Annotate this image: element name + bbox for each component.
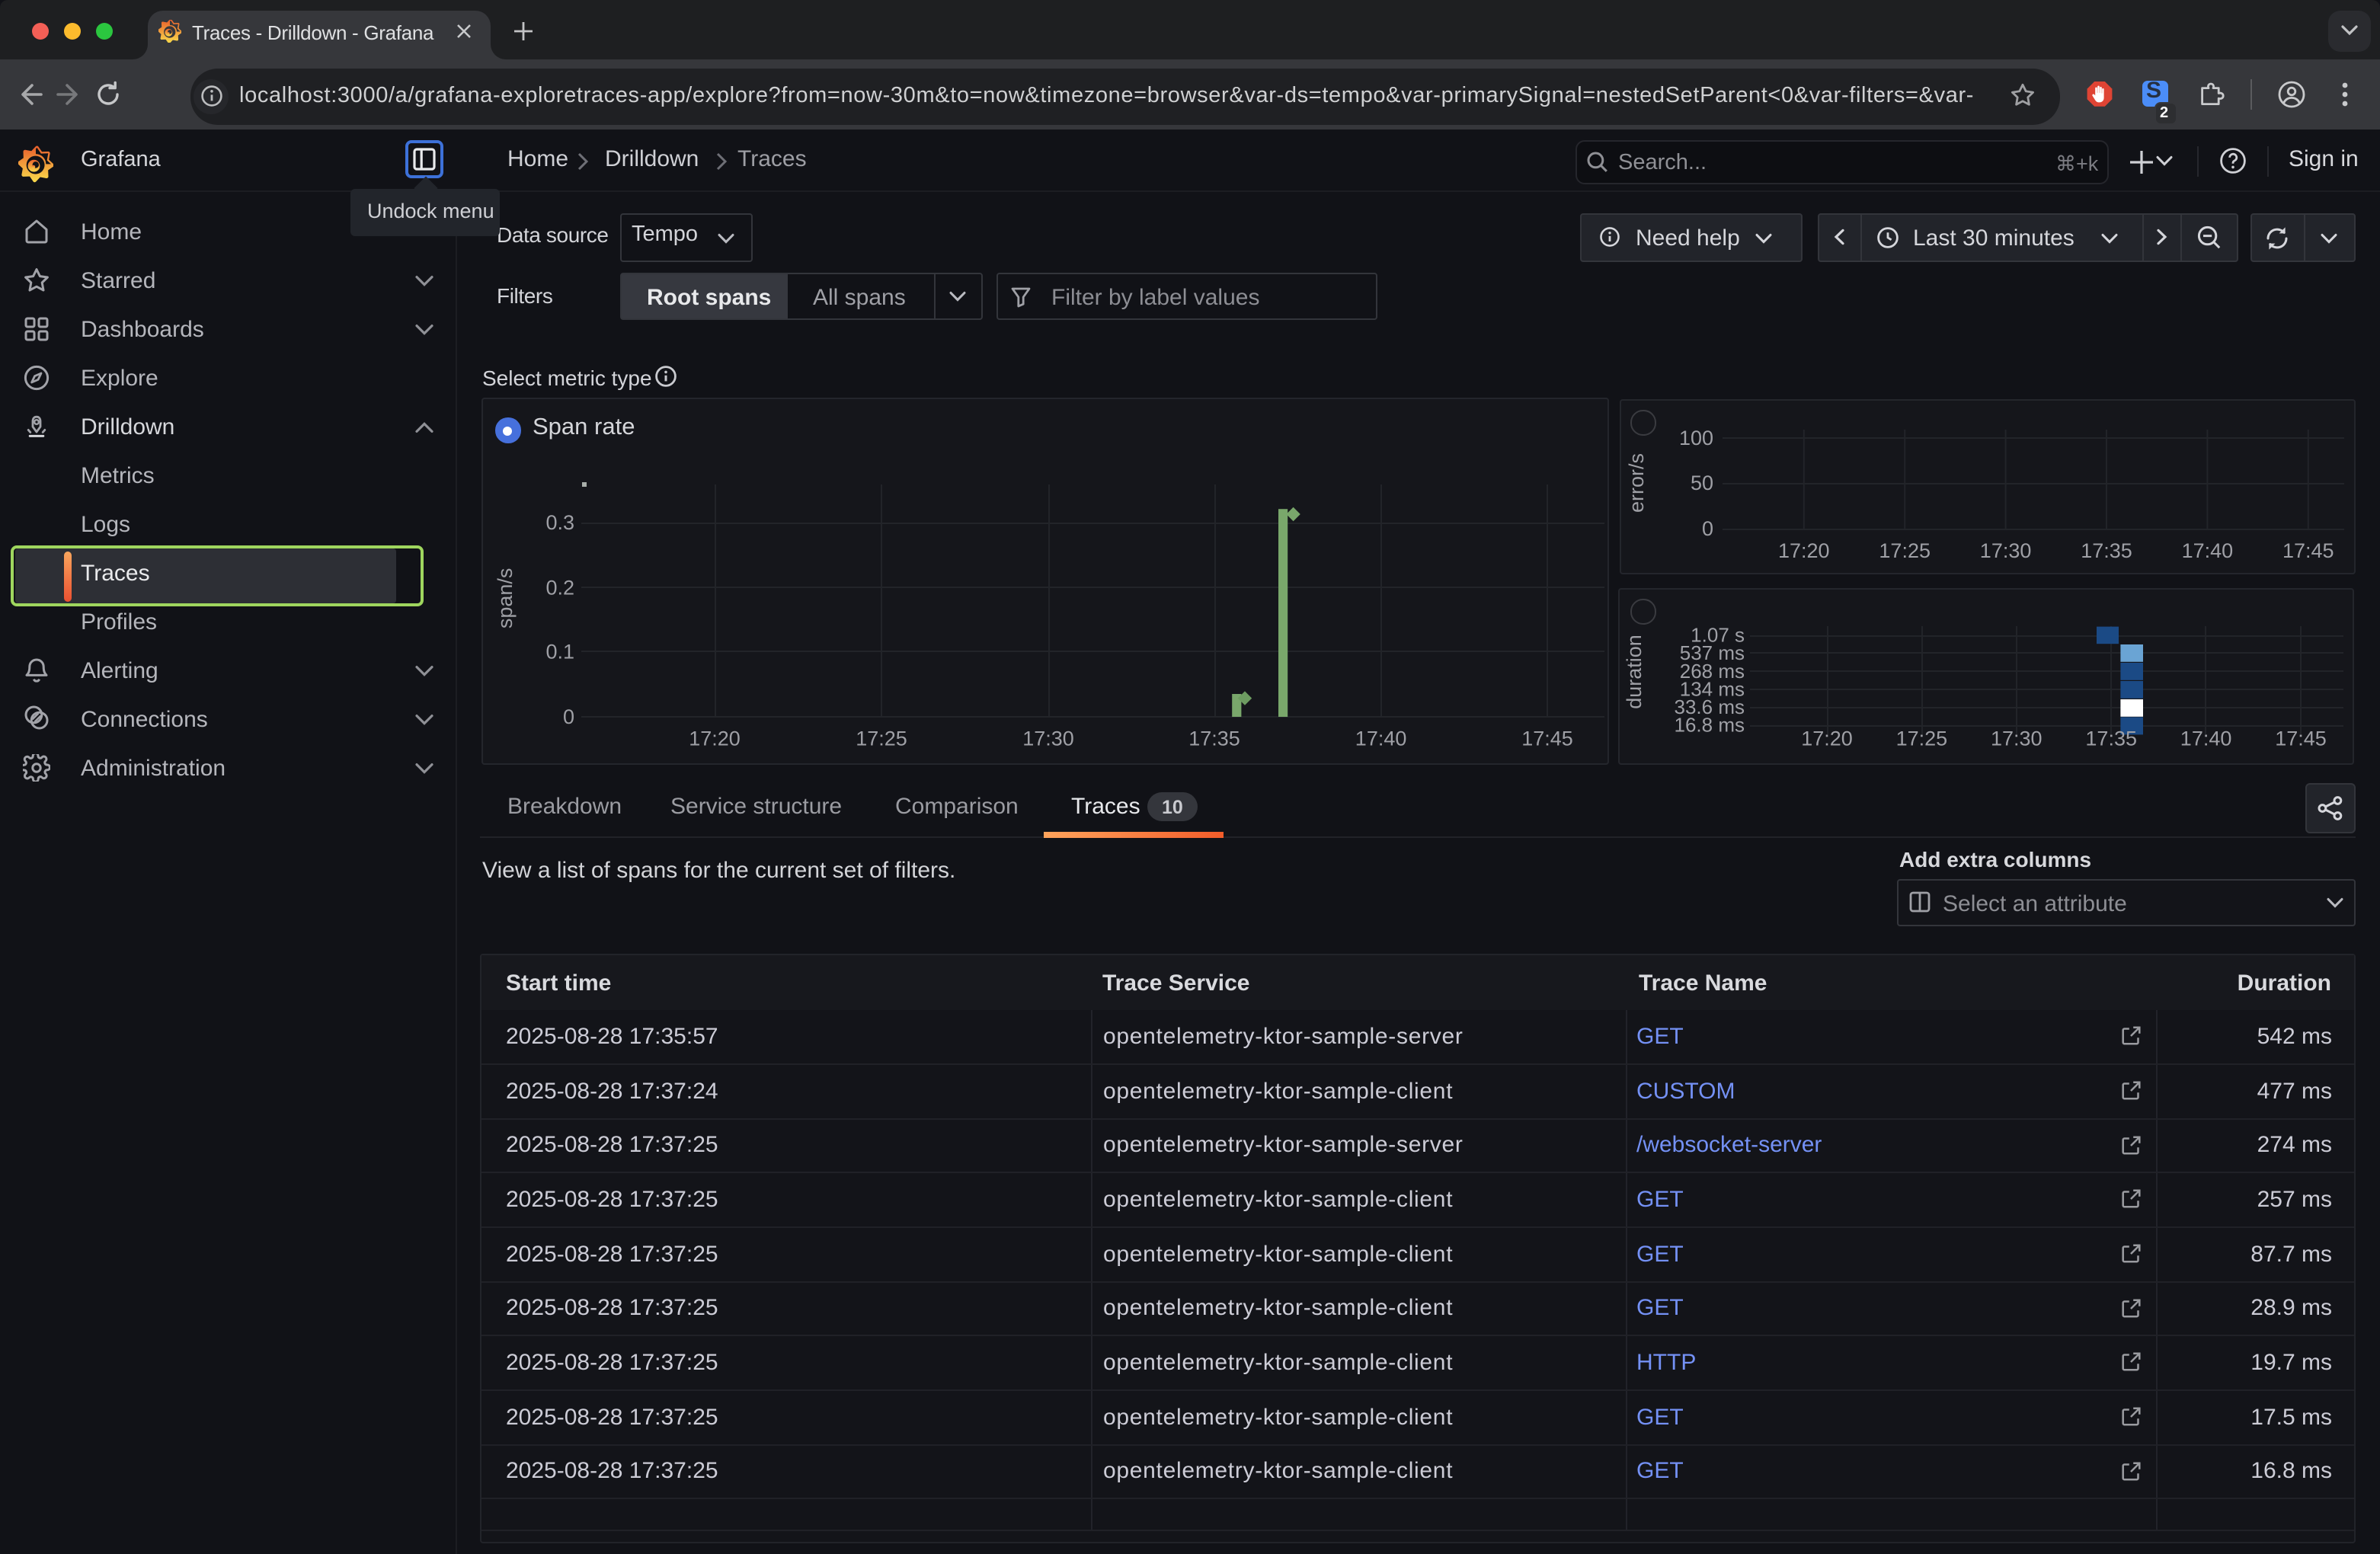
svg-text:17:40: 17:40 bbox=[1355, 727, 1406, 750]
svg-text:17:20: 17:20 bbox=[688, 727, 740, 750]
svg-text:duration: duration bbox=[1623, 635, 1646, 709]
svg-text:16.8 ms: 16.8 ms bbox=[1675, 714, 1745, 737]
svg-text:134 ms: 134 ms bbox=[1680, 677, 1745, 700]
svg-text:span/s: span/s bbox=[493, 568, 516, 629]
svg-text:17:30: 17:30 bbox=[1991, 727, 2043, 750]
svg-text:17:20: 17:20 bbox=[1801, 727, 1853, 750]
svg-text:268 ms: 268 ms bbox=[1680, 660, 1745, 683]
svg-text:33.6 ms: 33.6 ms bbox=[1675, 695, 1745, 718]
svg-text:17:45: 17:45 bbox=[2275, 727, 2327, 750]
svg-text:1.07 s: 1.07 s bbox=[1691, 624, 1745, 647]
svg-text:error/s: error/s bbox=[1624, 453, 1647, 513]
svg-text:17:25: 17:25 bbox=[1878, 539, 1930, 562]
svg-text:0: 0 bbox=[1701, 517, 1713, 540]
svg-text:17:30: 17:30 bbox=[1022, 727, 1073, 750]
svg-text:17:35: 17:35 bbox=[2080, 539, 2132, 562]
svg-text:17:40: 17:40 bbox=[2181, 539, 2233, 562]
svg-text:17:25: 17:25 bbox=[855, 727, 907, 750]
svg-text:17:35: 17:35 bbox=[2085, 727, 2137, 750]
svg-text:17:25: 17:25 bbox=[1896, 727, 1948, 750]
svg-text:17:45: 17:45 bbox=[1521, 727, 1572, 750]
svg-text:0: 0 bbox=[562, 705, 574, 728]
svg-text:17:20: 17:20 bbox=[1777, 539, 1829, 562]
svg-text:17:45: 17:45 bbox=[2282, 539, 2334, 562]
svg-text:17:30: 17:30 bbox=[1979, 539, 2031, 562]
svg-text:537 ms: 537 ms bbox=[1680, 641, 1745, 664]
svg-text:0.2: 0.2 bbox=[545, 577, 574, 600]
svg-text:50: 50 bbox=[1690, 472, 1713, 494]
svg-text:0.3: 0.3 bbox=[545, 511, 574, 534]
svg-text:17:35: 17:35 bbox=[1188, 727, 1240, 750]
svg-text:0.1: 0.1 bbox=[545, 640, 574, 663]
svg-text:17:40: 17:40 bbox=[2180, 727, 2232, 750]
svg-text:100: 100 bbox=[1678, 427, 1713, 449]
